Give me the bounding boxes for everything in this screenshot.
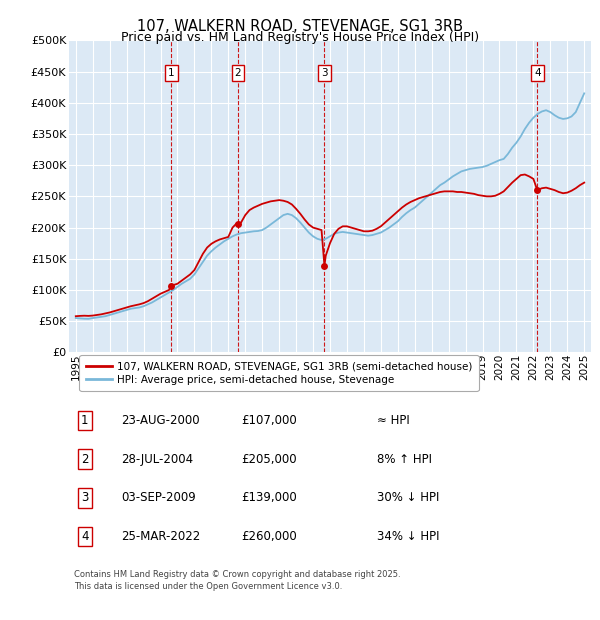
Text: £139,000: £139,000: [241, 492, 297, 505]
Text: 25-MAR-2022: 25-MAR-2022: [121, 530, 200, 543]
Text: 28-JUL-2004: 28-JUL-2004: [121, 453, 193, 466]
Text: 1: 1: [81, 414, 88, 427]
Text: 23-AUG-2000: 23-AUG-2000: [121, 414, 200, 427]
Text: 1: 1: [168, 68, 175, 78]
Text: 2: 2: [81, 453, 88, 466]
Legend: 107, WALKERN ROAD, STEVENAGE, SG1 3RB (semi-detached house), HPI: Average price,: 107, WALKERN ROAD, STEVENAGE, SG1 3RB (s…: [79, 355, 479, 391]
Text: 3: 3: [321, 68, 328, 78]
Text: 30% ↓ HPI: 30% ↓ HPI: [377, 492, 439, 505]
Text: 8% ↑ HPI: 8% ↑ HPI: [377, 453, 432, 466]
Text: Contains HM Land Registry data © Crown copyright and database right 2025.
This d: Contains HM Land Registry data © Crown c…: [74, 570, 401, 591]
Text: 107, WALKERN ROAD, STEVENAGE, SG1 3RB: 107, WALKERN ROAD, STEVENAGE, SG1 3RB: [137, 19, 463, 33]
Text: £260,000: £260,000: [241, 530, 297, 543]
Text: £205,000: £205,000: [241, 453, 297, 466]
Text: 4: 4: [534, 68, 541, 78]
Text: 2: 2: [235, 68, 241, 78]
Text: 03-SEP-2009: 03-SEP-2009: [121, 492, 196, 505]
Text: 4: 4: [81, 530, 88, 543]
Text: 34% ↓ HPI: 34% ↓ HPI: [377, 530, 439, 543]
Text: ≈ HPI: ≈ HPI: [377, 414, 410, 427]
Text: £107,000: £107,000: [241, 414, 297, 427]
Text: 3: 3: [81, 492, 88, 505]
Text: Price paid vs. HM Land Registry's House Price Index (HPI): Price paid vs. HM Land Registry's House …: [121, 31, 479, 44]
